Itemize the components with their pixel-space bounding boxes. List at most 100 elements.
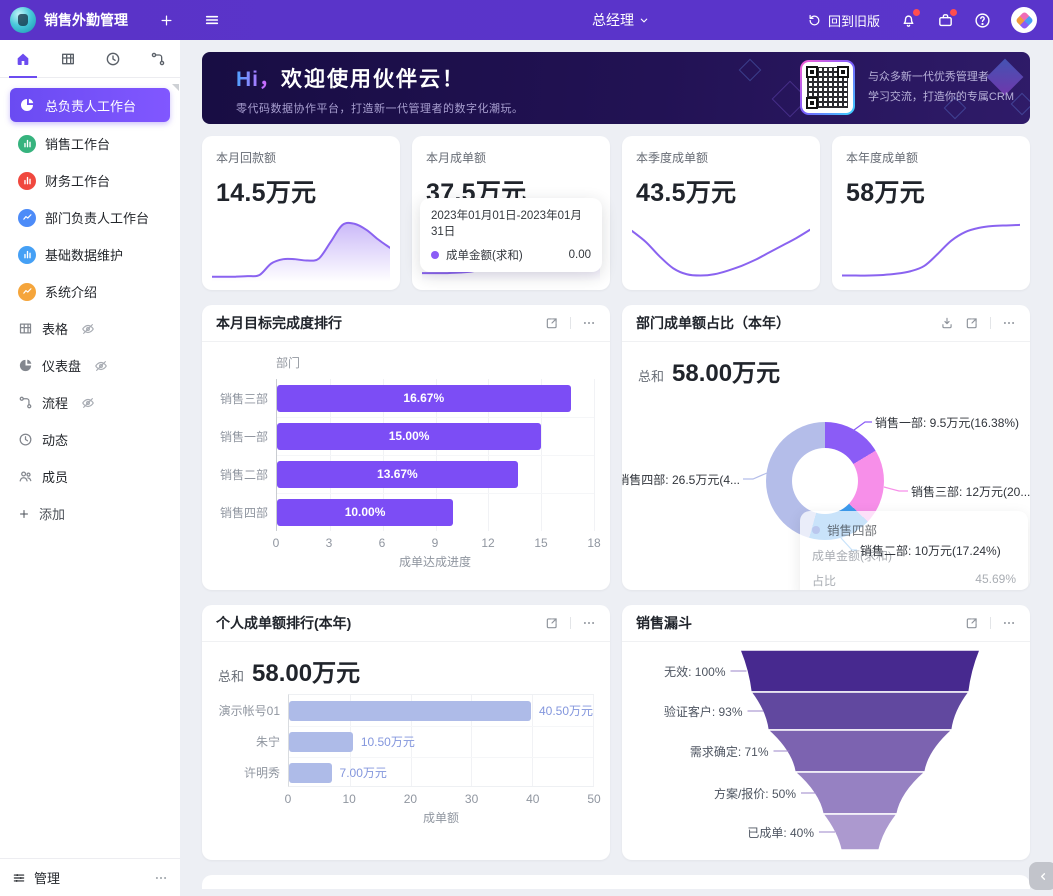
personal-rank-bar-chart[interactable]: 演示帐号01 40.50万元 朱宁 10.50万元 许明秀 7.00万元 0 10 20 30 40… (202, 688, 610, 826)
help-icon (975, 12, 990, 28)
divider (990, 317, 991, 329)
welcome-banner: Hi， 欢迎使用伙伴云！ 零代码数据协作平台，打造新一代管理者的数字化潮玩。 与… (202, 52, 1030, 124)
eyeOff-icon (82, 397, 94, 408)
clock-icon (106, 52, 119, 65)
add-label: 添加 (39, 507, 66, 522)
banner-qr-section: 与众多新一代优秀管理者 学习交流，打造你的专属CRM (799, 60, 1014, 115)
sidebar-view-仪表盘[interactable]: 仪表盘 (10, 350, 170, 381)
role-dropdown[interactable]: 总经理 (592, 10, 649, 30)
help-button[interactable] (974, 12, 991, 29)
more-button[interactable] (582, 316, 596, 330)
legend-dot-icon (431, 251, 439, 259)
workspace-icon (18, 245, 36, 264)
x-axis-ticks: 0 10 20 30 40 50 (284, 787, 601, 806)
manage-more-button[interactable] (154, 871, 168, 885)
divider (990, 617, 991, 629)
messages-button[interactable] (937, 8, 957, 29)
gridline (410, 695, 412, 786)
target-completion-bar-chart[interactable]: 部门 销售三部 16.67% 销售一部 15.00% 销售二部 13.67% 销售四部 10.0… (202, 342, 610, 570)
bar[interactable]: 13.67% (277, 460, 518, 488)
sidebar-manage-row[interactable]: 管理 (0, 858, 180, 896)
download-button[interactable] (940, 316, 954, 330)
bar[interactable] (289, 731, 353, 752)
add-app-button[interactable] (159, 13, 174, 28)
sidebar-item-部门负责人工作台[interactable]: 部门负责人工作台 (10, 202, 170, 233)
sidebar-item-label: 销售工作台 (45, 137, 111, 152)
x-axis-label: 成单达成进度 (398, 555, 471, 569)
sidebar-collapse-handle[interactable] (172, 84, 179, 91)
sidebar-tab-flow[interactable] (135, 40, 180, 77)
bar[interactable] (289, 700, 531, 721)
sidebar-tab-clock[interactable] (90, 40, 135, 77)
table-icon (19, 323, 32, 334)
x-tick: 0 (284, 792, 292, 806)
bar-row: 销售一部 15.00% (220, 417, 594, 455)
hamburger-menu-button[interactable] (204, 12, 220, 28)
flow-icon (18, 395, 33, 410)
dept-share-donut-chart[interactable]: 总和 58.00万元 销售四部 成单金额(求和) 占比 (622, 342, 1030, 590)
sales-funnel-chart[interactable]: 无效: 100% 验证客户: 93% 需求确定: 71% 方案/报价: 50% 已成单:… (622, 642, 1030, 860)
sidebar-item-总负责人工作台[interactable]: 总负责人工作台 (10, 88, 170, 122)
bar[interactable] (289, 762, 332, 783)
x-tick: 50 (587, 792, 601, 806)
sidebar-view-label: 仪表盘 (42, 359, 82, 374)
bar[interactable]: 15.00% (277, 422, 542, 450)
expand-button[interactable] (545, 616, 559, 630)
sidebar-item-财务工作台[interactable]: 财务工作台 (10, 165, 170, 196)
sidebar-view-动态[interactable]: 动态 (10, 424, 170, 455)
expand-button[interactable] (965, 316, 979, 330)
bar[interactable]: 10.00% (277, 498, 454, 526)
bar-value-label: 40.50万元 (538, 704, 593, 718)
gridline (277, 493, 594, 494)
stat-label: 本月回款额 (216, 151, 277, 165)
eye-off-icon (81, 322, 95, 336)
sidebar-tab-table[interactable] (45, 40, 90, 77)
bar-row: 许明秀 7.00万元 (244, 757, 593, 788)
sidebar-item-系统介绍[interactable]: 系统介绍 (10, 276, 170, 307)
x-tick: 15 (534, 536, 548, 550)
more-button[interactable] (1002, 616, 1016, 630)
qr-code (799, 60, 855, 115)
stat-label: 本年度成单额 (846, 151, 919, 165)
back-to-old-version-button[interactable]: 回到旧版 (807, 11, 880, 30)
sidebar-item-label: 系统介绍 (45, 285, 98, 300)
bars-icon (23, 250, 31, 259)
expand-icon (546, 618, 557, 629)
qr-caption: 与众多新一代优秀管理者 学习交流，打造你的专属CRM (868, 68, 1014, 108)
sparkline-tooltip: 2023年01月01日-2023年01月31日 成单金额(求和) 0.00 (420, 198, 602, 272)
expand-button[interactable] (965, 616, 979, 630)
chevron-left-icon (1040, 872, 1045, 880)
sidebar-item-销售工作台[interactable]: 销售工作台 (10, 128, 170, 159)
sidebar-item-基础数据维护[interactable]: 基础数据维护 (10, 239, 170, 270)
card-target-completion-rank: 本月目标完成度排行 部门 销售三部 16.67% 销售一部 15.00% 销售二部 13.6… (202, 305, 610, 590)
more-icon (155, 876, 167, 879)
sidebar-tab-home[interactable] (0, 40, 45, 77)
bar[interactable]: 16.67% (277, 384, 571, 412)
notifications-button[interactable] (900, 8, 920, 29)
tooltip-date-range: 2023年01月01日-2023年01月31日 (431, 210, 582, 238)
sidebar-add-button[interactable]: 添加 (10, 498, 170, 529)
topbar-app-section: 销售外勤管理 (0, 7, 188, 33)
sum-value: 58.00万元 (672, 360, 781, 387)
funnel-stage-label: 无效: 100% (664, 665, 726, 679)
sparkline-svg (212, 216, 390, 282)
stat-cards-row: 本月回款额 14.5万元 本月成单额 37.5万元 2023年01月01日-20… (202, 136, 1030, 290)
app-logo-icon (10, 7, 36, 33)
table-icon (18, 321, 33, 336)
user-avatar[interactable] (1011, 7, 1037, 33)
scroll-collapse-pill[interactable] (1029, 862, 1053, 890)
x-tick: 30 (464, 792, 479, 806)
more-button[interactable] (1002, 316, 1016, 330)
banner-title: Hi， 欢迎使用伙伴云！ (236, 63, 524, 93)
qr-caption-line1: 与众多新一代优秀管理者 (867, 70, 989, 83)
plot-area: 销售三部 16.67% 销售一部 15.00% 销售二部 13.67% 销售四部 10.00% (220, 379, 595, 531)
sidebar-view-成员[interactable]: 成员 (10, 461, 170, 492)
sidebar-view-表格[interactable]: 表格 (10, 313, 170, 344)
donut-tooltip-header: 销售四部 (812, 520, 1016, 539)
expand-button[interactable] (545, 316, 559, 330)
sidebar-view-流程[interactable]: 流程 (10, 387, 170, 418)
x-axis-ticks: 0 3 6 9 12 15 18 (273, 531, 601, 550)
topbar-main: 总经理 回到旧版 (188, 0, 1053, 40)
sidebar-tabs (0, 40, 180, 78)
more-button[interactable] (582, 616, 596, 630)
